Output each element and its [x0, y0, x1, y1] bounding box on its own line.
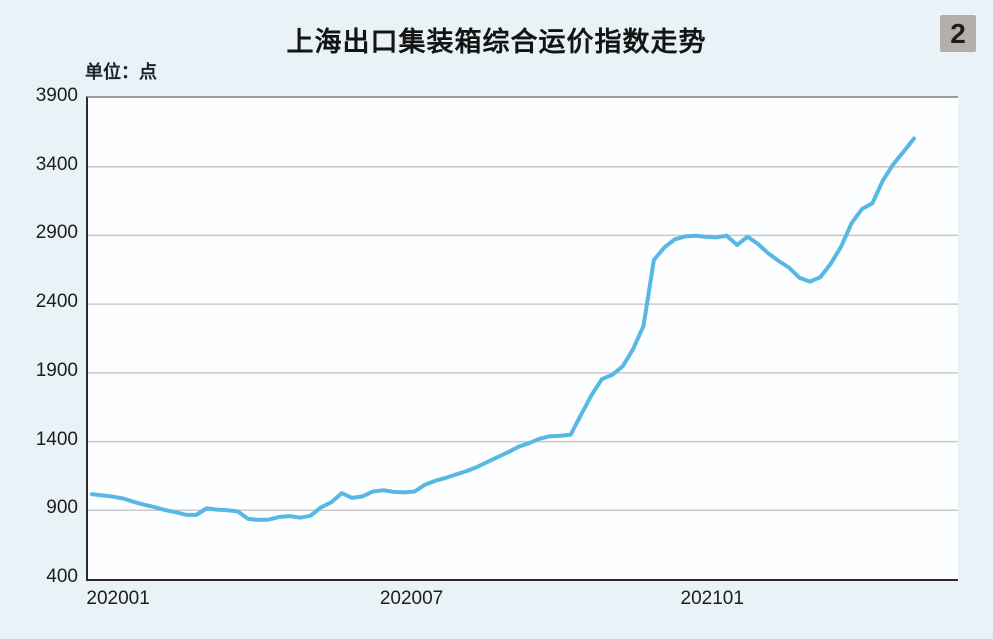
chart-title: 上海出口集装箱综合运价指数走势 — [286, 27, 707, 57]
x-axis-tick-label: 202007 — [379, 588, 444, 609]
y-axis-tick-label: 900 — [46, 497, 78, 519]
y-axis-tick-label: 2400 — [35, 291, 78, 313]
y-axis-tick-label: 1900 — [35, 359, 78, 381]
line-chart-canvas — [88, 136, 958, 522]
y-axis-tick-label: 2900 — [35, 222, 78, 244]
y-axis-tick-label: 400 — [46, 566, 78, 587]
y-axis-tick-label: 1400 — [35, 428, 78, 450]
y-axis-tick-label: 3400 — [35, 153, 78, 175]
y-axis-tick-label: 3900 — [35, 85, 78, 106]
unit-label: 单位：点 — [85, 62, 157, 82]
x-axis-tick-label: 202101 — [680, 588, 744, 609]
x-axis-tick-label: 202001 — [86, 588, 150, 609]
freight-index-line — [90, 136, 916, 522]
plot-area — [86, 96, 958, 581]
figure-number-badge: 2 — [940, 15, 976, 52]
